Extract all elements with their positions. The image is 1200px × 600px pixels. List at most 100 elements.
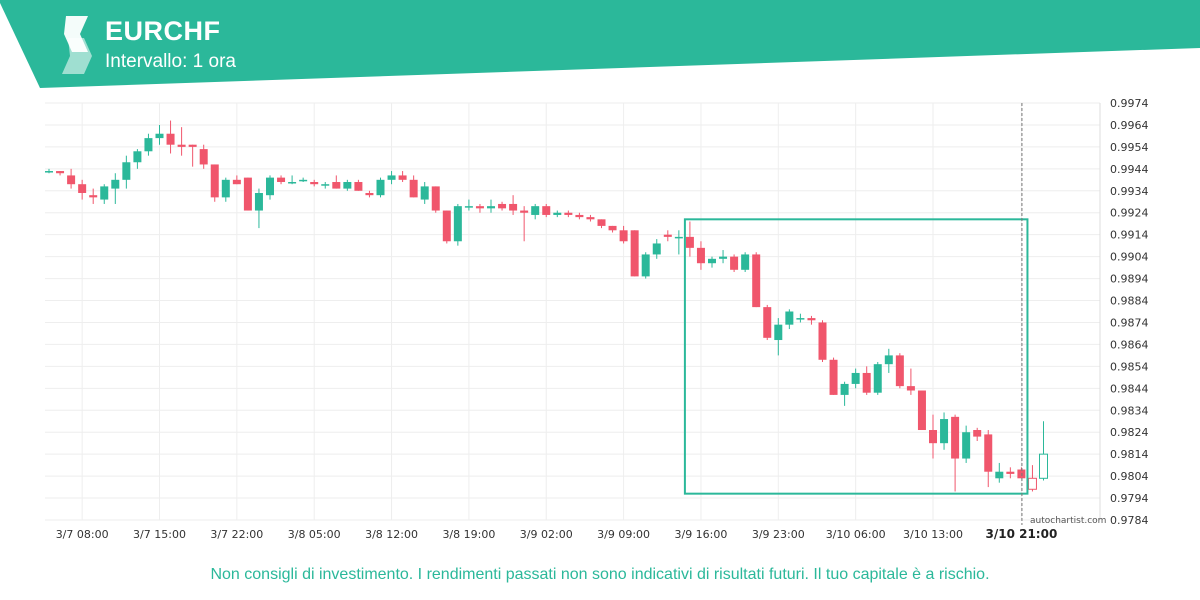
candle-body xyxy=(608,225,617,231)
candle-body xyxy=(818,322,827,360)
candle-body xyxy=(663,234,672,237)
y-tick-label: 0.9914 xyxy=(1110,229,1149,242)
candle-body xyxy=(774,324,783,341)
candle-body xyxy=(796,318,805,320)
candle-body xyxy=(884,355,893,365)
candle-body xyxy=(420,186,429,200)
symbol-title: EURCHF xyxy=(105,16,221,46)
candle-body xyxy=(1006,471,1015,474)
candle-body xyxy=(509,203,518,211)
candle-body xyxy=(45,171,53,173)
candle-body xyxy=(674,236,683,239)
y-tick-label: 0.9834 xyxy=(1110,404,1149,417)
disclaimer-text: Non consigli di investimento. I rendimen… xyxy=(210,566,990,583)
candle-body xyxy=(122,162,131,180)
y-tick-label: 0.9844 xyxy=(1110,382,1149,395)
candle-body xyxy=(254,192,263,211)
candle-body xyxy=(619,230,628,242)
y-tick-label: 0.9874 xyxy=(1110,316,1149,329)
watermark-text: autochartist.com xyxy=(1030,516,1107,526)
x-tick-label: 3/7 08:00 xyxy=(56,528,109,541)
candle-body xyxy=(940,419,949,444)
candle-body xyxy=(266,177,274,196)
candle-body xyxy=(442,210,451,242)
candle-body xyxy=(199,149,208,165)
candle-body xyxy=(398,175,407,180)
x-tick-label: 3/9 23:00 xyxy=(752,528,805,541)
candle-body xyxy=(851,372,860,384)
candle-body xyxy=(221,179,230,198)
candle-body xyxy=(685,236,694,248)
x-tick-label: 3/9 16:00 xyxy=(674,528,727,541)
candle-body xyxy=(277,177,286,183)
future-candle-body xyxy=(1027,477,1037,490)
candle-body xyxy=(188,144,197,147)
candle-body xyxy=(696,247,705,264)
candle-body xyxy=(166,133,175,145)
y-tick-label: 0.9814 xyxy=(1110,448,1149,461)
y-tick-label: 0.9924 xyxy=(1110,207,1149,220)
pattern-box xyxy=(683,218,1029,495)
candle-body xyxy=(951,416,960,459)
x-tick-label: 3/7 15:00 xyxy=(133,528,186,541)
candle-body xyxy=(652,243,661,255)
candle-body xyxy=(210,164,219,198)
candle-body xyxy=(343,182,352,189)
candle-body xyxy=(575,214,584,218)
candle-body xyxy=(840,383,849,395)
candle-body xyxy=(973,430,982,437)
candle-body xyxy=(310,182,319,185)
candle-body xyxy=(741,254,750,270)
y-tick-label: 0.9854 xyxy=(1110,360,1149,373)
candle-body xyxy=(133,151,142,163)
candle-body xyxy=(409,179,418,198)
candle-body xyxy=(553,212,562,215)
candle-body xyxy=(719,256,728,259)
candle-body xyxy=(89,195,98,198)
candle-body xyxy=(67,175,76,185)
candle-body xyxy=(100,186,109,200)
candle-body xyxy=(807,318,816,321)
candle-body xyxy=(243,177,252,211)
candle-body xyxy=(332,182,341,189)
candle-body xyxy=(453,206,462,242)
y-tick-label: 0.9884 xyxy=(1110,295,1149,308)
candle-body xyxy=(487,206,495,209)
candle-body xyxy=(531,206,540,215)
candle-body xyxy=(542,206,551,215)
x-tick-label: 3/8 19:00 xyxy=(442,528,495,541)
candle-body xyxy=(597,219,606,226)
candle-body xyxy=(586,217,595,220)
y-tick-label: 0.9824 xyxy=(1110,426,1149,439)
candle-body xyxy=(1017,469,1026,479)
y-tick-label: 0.9964 xyxy=(1110,119,1149,132)
candlestick-chart: 0.9974 0.9964 0.9954 0.9944 0.9934 0.9924 0.99… xyxy=(45,97,1149,541)
candle-body xyxy=(730,256,739,270)
candle-body xyxy=(155,133,164,139)
y-tick-label: 0.9784 xyxy=(1110,514,1149,527)
candle-body xyxy=(995,471,1004,479)
y-tick-label: 0.9934 xyxy=(1110,185,1149,198)
candle-body xyxy=(232,179,241,185)
candle-body xyxy=(984,434,993,472)
autochartist-logo-icon xyxy=(62,16,92,74)
candle-body xyxy=(56,171,65,174)
candle-body xyxy=(365,192,374,196)
candle-body xyxy=(376,179,385,196)
x-tick-label: 3/7 22:00 xyxy=(210,528,263,541)
candle-body xyxy=(520,210,529,213)
candle-body xyxy=(829,359,838,395)
x-tick-label: 3/8 05:00 xyxy=(288,528,341,541)
x-tick-label: 3/10 13:00 xyxy=(903,528,963,541)
candle-body xyxy=(641,254,650,277)
header-banner xyxy=(0,0,1200,88)
y-tick-label: 0.9864 xyxy=(1110,338,1149,351)
candle-body xyxy=(475,206,484,209)
candle-body xyxy=(873,364,882,393)
y-tick-label: 0.9894 xyxy=(1110,273,1149,286)
candle-body xyxy=(906,386,915,391)
candle-body xyxy=(917,390,926,431)
x-tick-label: 3/9 02:00 xyxy=(520,528,573,541)
candle-body xyxy=(785,311,794,325)
candle-body xyxy=(299,179,308,182)
